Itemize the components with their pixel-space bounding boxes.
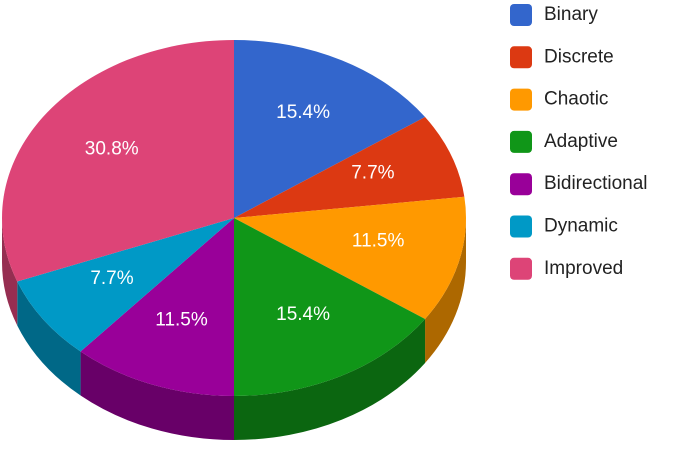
slice [1,40,234,282]
slice [80,218,234,396]
legend-label: Improved [544,258,623,279]
slice-side [17,281,81,396]
legend-label: Adaptive [544,131,618,152]
slice [17,218,234,352]
slice [234,40,426,218]
legend-swatch [510,46,532,69]
value-label: 11.5% [352,230,405,251]
slice [234,218,426,396]
value-label: 15.4% [276,102,330,123]
value-label: 30.8% [85,138,139,159]
value-label: 11.5% [155,310,208,331]
legend-label: Bidirectional [544,173,648,194]
slice-side [80,351,234,440]
value-label: 7.7% [90,268,133,289]
slice [234,196,466,319]
slice-side [425,218,466,363]
legend-label: Chaotic [544,89,608,110]
legend-swatch [510,130,532,153]
legend-swatch [510,257,532,280]
slice [234,117,465,218]
legend-swatch [510,215,532,238]
legend-swatch [510,173,532,196]
legend-label: Dynamic [544,216,618,237]
legend-swatch [510,88,532,111]
value-label: 7.7% [351,163,394,184]
value-label: 15.4% [276,304,330,325]
slice-side [234,318,426,440]
legend-label: Discrete [544,46,614,67]
legend-label: Binary [544,4,598,25]
slice-side [1,218,18,326]
legend-swatch [510,4,532,26]
